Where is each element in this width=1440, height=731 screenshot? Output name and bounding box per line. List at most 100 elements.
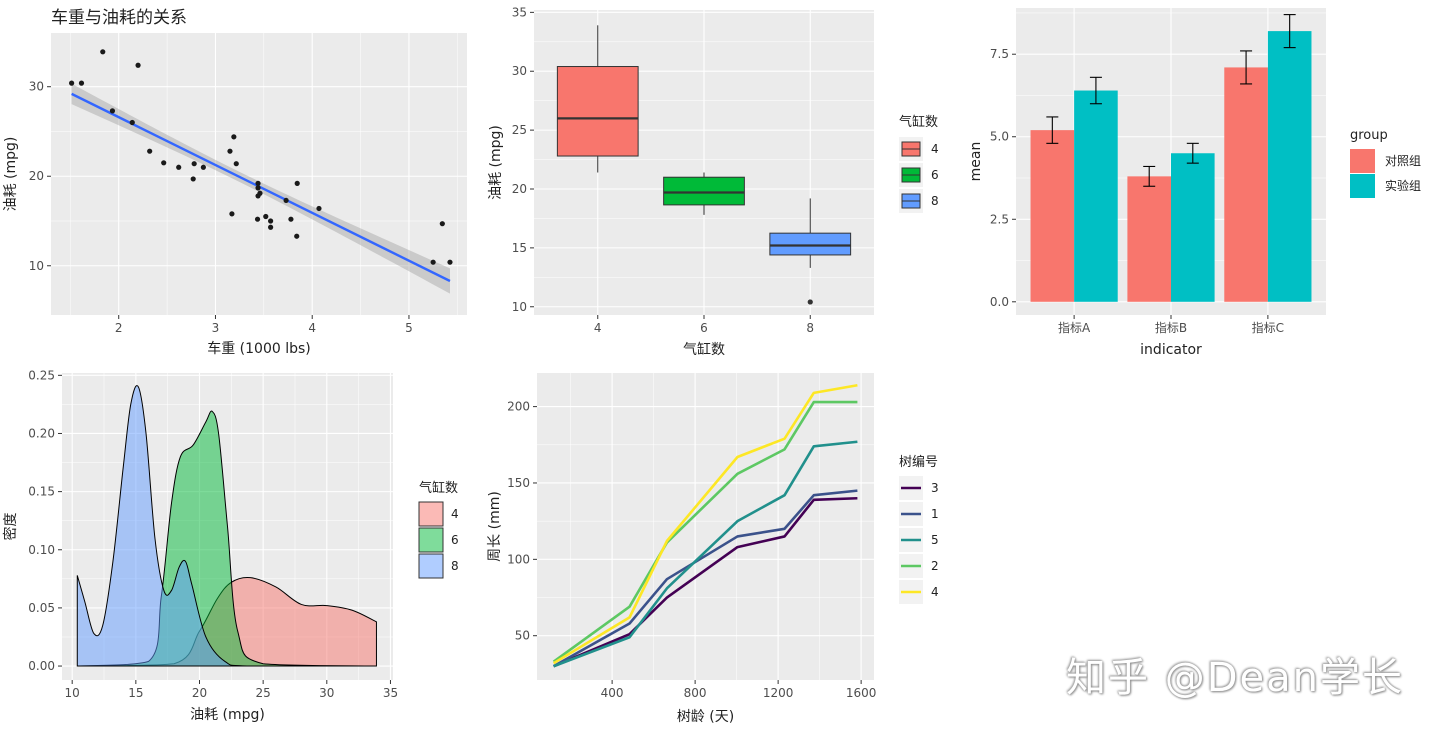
tree-line-1 <box>552 489 858 668</box>
tree-line-5 <box>553 440 858 668</box>
regression-line <box>71 92 451 283</box>
density-ytick-label: 0.00 <box>28 659 55 673</box>
tree-line-4 <box>552 383 858 665</box>
bar-实验组-指标A <box>1074 90 1118 302</box>
legend-label: 4 <box>931 142 939 156</box>
density-ylabel: 密度 <box>2 513 19 541</box>
box-cyl-8 <box>769 198 852 305</box>
box-ytick-label: 10 <box>512 300 527 314</box>
density-xtick-label: 25 <box>256 686 271 700</box>
legend-label: 4 <box>451 507 459 521</box>
scatter-xtick-label: 2 <box>115 321 123 335</box>
bar-xtick-label: 指标B <box>1155 320 1187 335</box>
box-xtick-label: 8 <box>806 321 814 335</box>
box-legend: 气缸数 4 6 8 <box>899 114 939 213</box>
density-legend-title: 气缸数 <box>419 480 458 496</box>
lines-plot-background <box>537 373 874 680</box>
lines-ylabel: 周长 (mm) <box>487 491 503 562</box>
bar-ytick-label: 2.5 <box>990 212 1009 226</box>
scatter-ytick-label: 10 <box>29 259 44 273</box>
legend-label: 2 <box>931 559 939 573</box>
bars-xlabel: indicator <box>1140 342 1202 358</box>
bar-实验组-指标C <box>1267 31 1312 302</box>
scatter-point <box>255 180 261 186</box>
scatter-ylabel: 油耗 (mpg) <box>3 137 19 212</box>
legend-label: 8 <box>451 559 459 573</box>
legend-label: 对照组 <box>1385 154 1421 168</box>
density-xtick-label: 30 <box>319 686 334 700</box>
legend-label: 5 <box>931 533 939 547</box>
bar-对照组-指标C <box>1224 67 1268 302</box>
scatter-point <box>69 80 75 86</box>
legend-key <box>418 553 444 579</box>
scatter-point <box>255 185 261 191</box>
box-ytick-label: 30 <box>512 64 527 78</box>
density-panel: 0.00 0.05 0.10 0.15 0.20 0.25 10 15 20 25 30 35 油耗 (… <box>2 368 459 723</box>
bar-xtick-label: 指标A <box>1058 320 1091 335</box>
scatter-point <box>294 180 300 186</box>
scatter-point <box>129 119 135 126</box>
scatter-point <box>430 259 436 265</box>
density-xlabel: 油耗 (mpg) <box>190 707 265 723</box>
scatter-point <box>200 164 206 170</box>
scatter-point <box>147 148 153 154</box>
density-area-8 <box>76 385 377 667</box>
density-xtick-label: 15 <box>128 686 143 700</box>
lines-xlabel: 树龄 (天) <box>677 709 734 725</box>
scatter-point <box>447 259 453 265</box>
scatter-point <box>255 193 261 199</box>
box-ytick-label: 15 <box>512 241 527 255</box>
box-ytick-label: 35 <box>512 5 527 19</box>
legend-label: 1 <box>931 507 939 521</box>
density-legend: 气缸数 4 6 8 <box>418 480 459 579</box>
scatter-point <box>109 108 116 114</box>
scatter-point <box>294 233 300 239</box>
box-cyl-6 <box>663 172 745 215</box>
lines-legend: 树编号 3 1 5 2 4 <box>899 455 939 604</box>
bars-ylabel: mean <box>968 142 984 182</box>
box-legend-title: 气缸数 <box>899 114 938 130</box>
scatter-xtick-label: 3 <box>212 321 220 335</box>
legend-label: 4 <box>931 585 939 599</box>
lines-ytick-label: 50 <box>515 629 530 643</box>
lines-xtick-label: 1200 <box>763 686 794 700</box>
lines-xtick-label: 400 <box>601 686 624 700</box>
tree-line-2 <box>552 400 858 663</box>
lines-legend-title: 树编号 <box>899 455 938 470</box>
bar-ytick-label: 7.5 <box>990 47 1009 61</box>
density-ytick-label: 0.05 <box>28 601 55 615</box>
scatter-xtick-label: 4 <box>308 321 316 335</box>
box-cyl-4 <box>556 25 639 173</box>
box-xtick-label: 6 <box>700 321 708 335</box>
scatter-point <box>229 211 235 217</box>
density-xtick-label: 35 <box>383 686 398 700</box>
boxplot-ylabel: 油耗 (mpg) <box>488 125 504 200</box>
density-xtick-label: 10 <box>65 686 80 700</box>
scatter-point <box>191 161 197 167</box>
density-ytick-label: 0.20 <box>28 426 55 440</box>
density-xtick-label: 20 <box>192 686 207 700</box>
box-ytick-label: 25 <box>512 123 527 137</box>
watermark: 知乎 @Dean学长 <box>1066 655 1404 701</box>
boxplot-xlabel: 气缸数 <box>683 341 725 358</box>
density-ytick-label: 0.10 <box>28 543 55 557</box>
scatter-point <box>283 197 289 204</box>
box-iqr <box>769 232 852 256</box>
bar-对照组-指标B <box>1127 176 1171 302</box>
scatter-point <box>176 164 182 170</box>
bar-xtick-label: 指标C <box>1252 320 1284 335</box>
scatter-point <box>233 161 239 167</box>
scatter-point <box>161 160 167 166</box>
scatter-title: 车重与油耗的关系 <box>51 8 187 28</box>
scatter-point <box>263 213 269 220</box>
legend-key <box>418 501 444 527</box>
scatter-ytick-label: 30 <box>29 80 44 94</box>
bar-实验组-指标B <box>1171 153 1215 302</box>
scatter-point <box>100 49 106 55</box>
legend-key <box>418 527 444 553</box>
density-ytick-label: 0.15 <box>28 485 55 499</box>
scatter-xtick-label: 5 <box>405 321 413 335</box>
